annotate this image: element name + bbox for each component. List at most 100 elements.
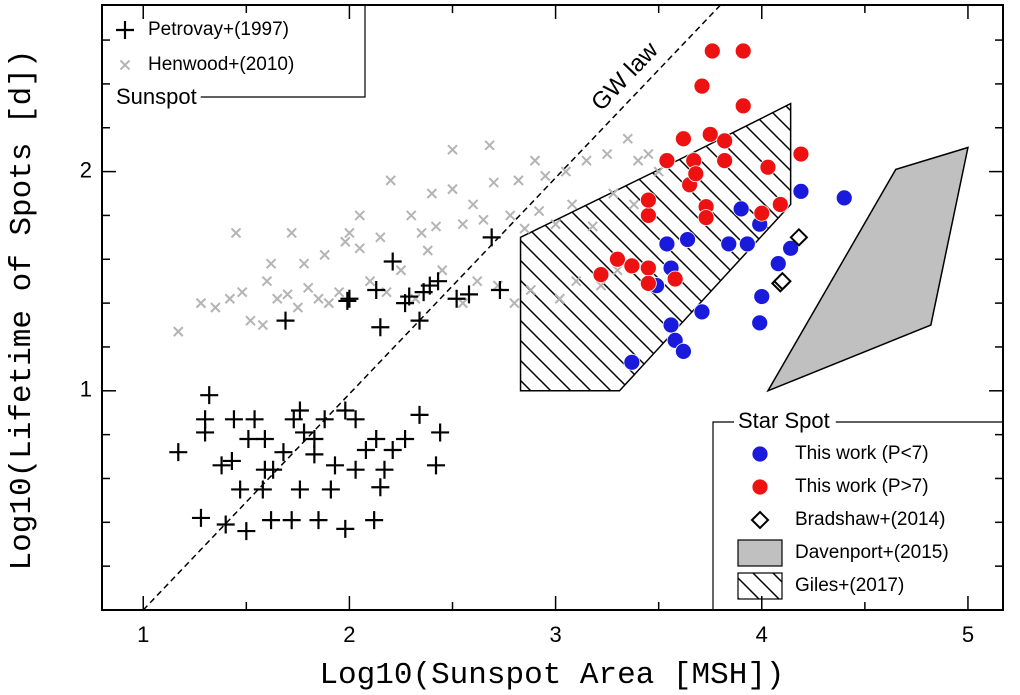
x-point [509, 297, 520, 309]
diamond-point [772, 271, 792, 291]
plus-point [255, 430, 274, 449]
plus-point [396, 430, 415, 449]
circle-point [592, 266, 610, 284]
legend-label: Henwood+(2010) [148, 54, 294, 75]
plus-point [290, 480, 309, 499]
circle-point [738, 235, 756, 253]
circle-point [658, 235, 676, 253]
plus-point [191, 508, 210, 527]
reference-line [142, 5, 722, 610]
plus-point [383, 440, 402, 459]
plus-point [356, 440, 375, 459]
x-point [375, 232, 386, 243]
plus-point [429, 272, 448, 291]
legend-swatch [750, 510, 770, 530]
x-point [298, 258, 310, 269]
x-point [622, 133, 633, 144]
plus-point [371, 478, 390, 497]
plus-point [383, 252, 402, 271]
circle-point [769, 255, 787, 273]
circle-point [693, 77, 711, 95]
plus-point [262, 511, 281, 530]
plus-point [309, 511, 328, 530]
circle-point [679, 231, 696, 248]
plus-point [231, 480, 250, 499]
circle-point [701, 125, 719, 143]
circle-point [771, 196, 789, 213]
plus-point [336, 401, 355, 420]
plus-point [282, 511, 301, 530]
x-point [447, 183, 458, 195]
circle-point [693, 303, 711, 321]
x-point [488, 177, 499, 188]
plus-point [245, 410, 264, 429]
circle-point [639, 207, 657, 224]
legend-frame [712, 421, 1003, 610]
x-point [354, 243, 365, 254]
plus-point [274, 443, 293, 462]
x-point [550, 218, 561, 230]
circle-point [639, 274, 657, 292]
plus-point [375, 460, 394, 479]
plus-point [490, 280, 509, 299]
x-point [319, 249, 330, 261]
x-point [364, 275, 376, 287]
circle-point [734, 97, 752, 115]
plus-point [338, 291, 357, 310]
legend-frame [200, 5, 366, 98]
plus-point [224, 410, 243, 429]
plus-point [427, 456, 446, 475]
y-tick-label: 1 [80, 377, 92, 402]
x-tick-label: 2 [343, 622, 355, 647]
plus-point [346, 410, 365, 429]
x-point [653, 166, 664, 177]
line-label: GW law [586, 36, 664, 116]
legend-label: This work (P<7) [795, 443, 929, 464]
x-point [426, 188, 438, 199]
legend-swatch [751, 478, 769, 496]
diamond-point [789, 227, 809, 247]
x-point [628, 199, 640, 210]
x-point [566, 199, 578, 210]
plus-point [447, 289, 466, 308]
x-point [533, 205, 545, 217]
circle-point [734, 42, 752, 60]
x-point [230, 227, 242, 239]
x-point [436, 265, 448, 276]
x-tick-label: 4 [756, 622, 768, 647]
plus-point [420, 276, 439, 295]
circle-point [792, 182, 810, 200]
x-point [612, 265, 623, 276]
x-point [513, 175, 524, 186]
legend-title: Star Spot [738, 408, 830, 433]
circle-point [716, 152, 734, 170]
plus-point [431, 423, 450, 442]
x-point [608, 188, 619, 199]
circle-point [753, 204, 771, 222]
legend-swatch [737, 572, 783, 600]
plus-point [253, 480, 272, 499]
plus-point [482, 228, 501, 247]
circle-point [703, 42, 721, 60]
circle-point [666, 270, 684, 288]
circle-point [623, 353, 641, 371]
plus-point [410, 405, 429, 424]
plus-point [305, 430, 324, 449]
circle-point [609, 250, 626, 268]
plus-point [222, 451, 241, 470]
plus-point [340, 289, 359, 308]
plus-point [237, 522, 256, 541]
x-point [286, 227, 297, 239]
x-point [344, 227, 355, 239]
x-point [173, 326, 184, 337]
legend-label: Giles+(2017) [795, 575, 904, 596]
x-point [385, 175, 396, 186]
plus-point [346, 460, 365, 479]
x-tick-label: 5 [962, 622, 974, 647]
x-point [571, 275, 582, 287]
x-point [554, 293, 565, 304]
circle-point [687, 165, 705, 183]
x-point [416, 227, 427, 239]
legend-swatch [751, 445, 769, 463]
x-point [406, 210, 417, 221]
